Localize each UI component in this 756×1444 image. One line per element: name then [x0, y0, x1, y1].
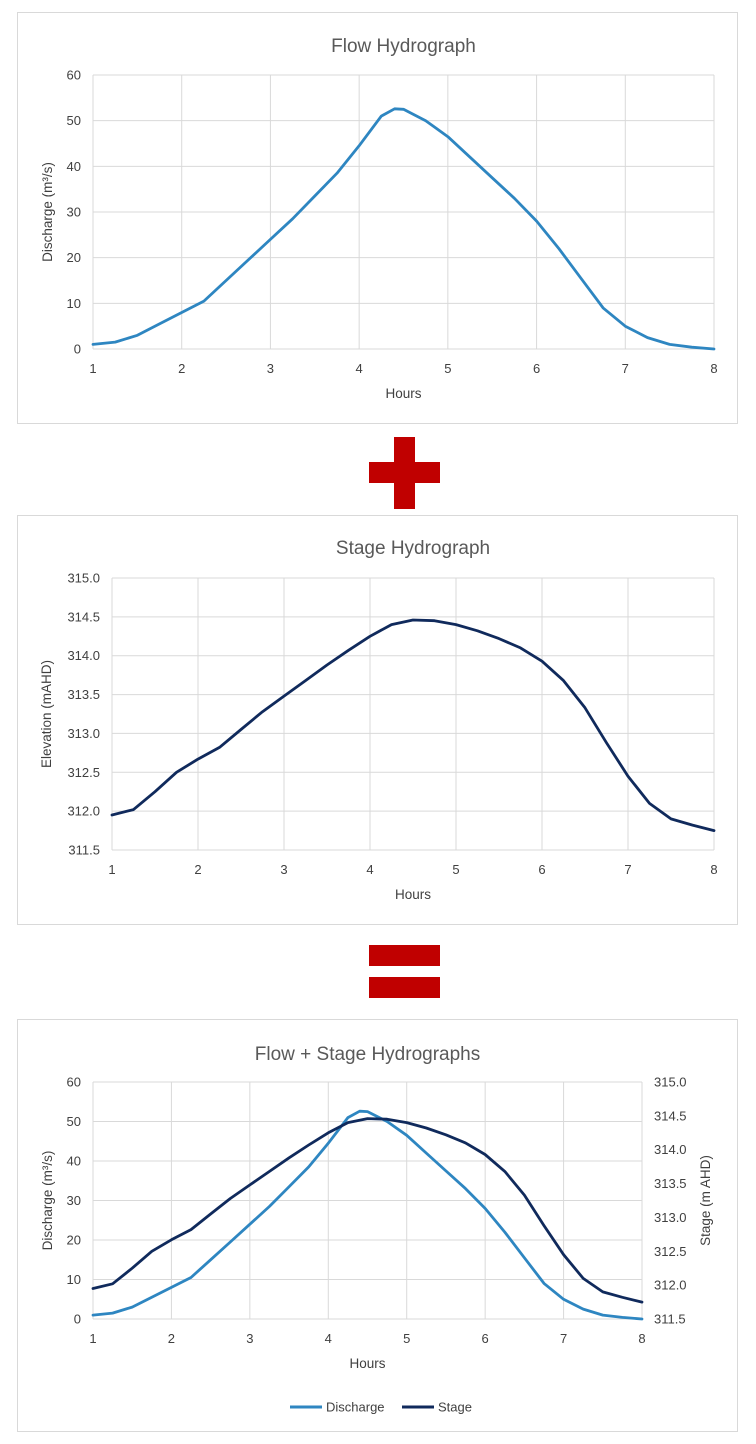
- chart-0-xtick-label: 2: [178, 361, 185, 376]
- chart-2-x-axis-label: Hours: [349, 1356, 385, 1371]
- chart-2-xtick-label: 5: [403, 1331, 410, 1346]
- chart-0-ytick-label: 60: [67, 68, 81, 83]
- chart-2-y2tick-label: 312.5: [654, 1244, 687, 1259]
- chart-1-xtick-label: 7: [624, 862, 631, 877]
- chart-1-ytick-label: 311.5: [68, 843, 100, 858]
- chart-2-y2tick-label: 314.5: [654, 1108, 687, 1123]
- chart-1-ytick-label: 314.0: [67, 648, 100, 663]
- chart-2-ytick-label: 0: [74, 1312, 81, 1327]
- chart-2-ytick-label: 20: [67, 1233, 81, 1248]
- chart-1-ytick-label: 315.0: [67, 571, 100, 586]
- chart-2-y2tick-label: 311.5: [654, 1312, 686, 1327]
- chart-0-ytick-label: 30: [67, 205, 81, 220]
- chart-1-xtick-label: 4: [366, 862, 373, 877]
- chart-2-xtick-label: 6: [482, 1331, 489, 1346]
- chart-2-xtick-label: 4: [325, 1331, 332, 1346]
- stage-hydrograph-chart: Stage Hydrograph 311.5 312.0 312.5 313.0 313.…: [39, 538, 718, 902]
- chart-2-xtick-label: 8: [638, 1331, 645, 1346]
- chart-0-ytick-label: 50: [67, 113, 81, 128]
- chart-2-y2tick-label: 313.5: [654, 1176, 687, 1191]
- chart-2-y2tick-label: 314.0: [654, 1142, 687, 1157]
- chart-1-ytick-label: 312.5: [67, 765, 100, 780]
- chart-2-xtick-label: 2: [168, 1331, 175, 1346]
- chart-2-xtick-label: 1: [89, 1331, 96, 1346]
- equals-icon: [369, 945, 440, 998]
- chart-1-ytick-label: 314.5: [67, 609, 100, 624]
- chart-2-ytick-label: 30: [67, 1193, 81, 1208]
- chart-2-title: Flow + Stage Hydrographs: [255, 1044, 480, 1065]
- chart-0-xtick-label: 6: [533, 361, 540, 376]
- chart-0-xtick-label: 4: [356, 361, 363, 376]
- chart-2-xtick-label: 3: [246, 1331, 253, 1346]
- chart-1-xtick-label: 8: [710, 862, 717, 877]
- chart-2-y-axis-label: Discharge (m³/s): [40, 1151, 55, 1251]
- chart-2-y2tick-label: 313.0: [654, 1210, 687, 1225]
- chart-2-ytick-label: 60: [67, 1075, 81, 1090]
- chart-2-y2tick-label: 312.0: [654, 1278, 687, 1293]
- chart-2-legend-label-discharge: Discharge: [326, 1400, 385, 1415]
- combined-hydrograph-chart: Flow + Stage Hydrographs 0 10 20 30 40 50 60 311…: [40, 1044, 713, 1415]
- chart-1-xtick-label: 6: [538, 862, 545, 877]
- chart-0-series-discharge-line: [91, 107, 716, 351]
- chart-2-legend-label-stage: Stage: [438, 1400, 472, 1415]
- chart-2-ytick-label: 10: [67, 1272, 81, 1287]
- flow-hydrograph-chart: Flow Hydrograph 0 10 20 30 40 50 60 1 2 3 4 5 6 7 8 Hour…: [40, 36, 718, 401]
- plus-icon: [369, 437, 440, 509]
- chart-1-series-stage-line: [110, 618, 716, 833]
- chart-1-xtick-label: 3: [280, 862, 287, 877]
- chart-1-ytick-label: 313.0: [67, 726, 100, 741]
- chart-0-xtick-label: 3: [267, 361, 274, 376]
- chart-1-xtick-label: 5: [452, 862, 459, 877]
- plus-icon-graphic: [369, 437, 440, 509]
- chart-0-ytick-label: 20: [67, 250, 81, 265]
- chart-0-xtick-label: 5: [444, 361, 451, 376]
- chart-2-series-stage-line: [91, 1117, 644, 1304]
- chart-1-xtick-label: 2: [194, 862, 201, 877]
- chart-0-xtick-label: 7: [622, 361, 629, 376]
- chart-1-ytick-label: 313.5: [67, 687, 100, 702]
- chart-0-title: Flow Hydrograph: [331, 36, 476, 57]
- chart-1-xtick-label: 1: [108, 862, 115, 877]
- combined-hydrograph-panel: Flow + Stage Hydrographs 0 10 20 30 40 50 60 311…: [17, 1019, 738, 1432]
- chart-1-ytick-label: 312.0: [67, 804, 100, 819]
- chart-0-x-axis-label: Hours: [385, 386, 421, 401]
- chart-2-y2-axis-label: Stage (m AHD): [698, 1155, 713, 1246]
- chart-1-y-axis-label: Elevation (mAHD): [39, 660, 54, 768]
- chart-0-xtick-label: 1: [89, 361, 96, 376]
- chart-1-title: Stage Hydrograph: [336, 538, 490, 559]
- chart-0-xtick-label: 8: [710, 361, 717, 376]
- chart-0-y-axis-label: Discharge (m³/s): [40, 162, 55, 262]
- flow-hydrograph-panel: Flow Hydrograph 0 10 20 30 40 50 60 1 2 3 4 5 6 7 8 Hour…: [17, 12, 738, 424]
- equals-icon-graphic: [369, 945, 440, 998]
- chart-2-xtick-label: 7: [560, 1331, 567, 1346]
- chart-1-x-axis-label: Hours: [395, 887, 431, 902]
- chart-0-ytick-label: 0: [74, 342, 81, 357]
- chart-2-ytick-label: 40: [67, 1154, 81, 1169]
- chart-0-ytick-label: 40: [67, 159, 81, 174]
- chart-2-series-discharge-line: [91, 1109, 644, 1321]
- chart-2-y2tick-label: 315.0: [654, 1075, 687, 1090]
- chart-0-ytick-label: 10: [67, 296, 81, 311]
- chart-2-ytick-label: 50: [67, 1114, 81, 1129]
- stage-hydrograph-panel: Stage Hydrograph 311.5 312.0 312.5 313.0 313.…: [17, 515, 738, 925]
